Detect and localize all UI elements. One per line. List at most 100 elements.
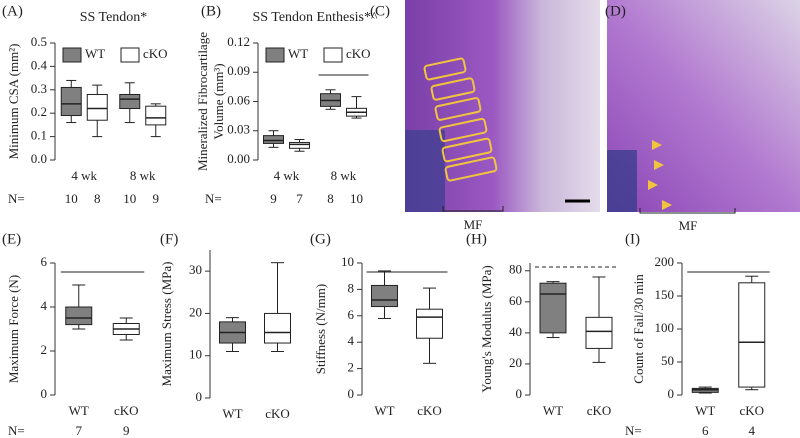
n-value: 4 (749, 423, 756, 438)
y-axis-label: Mineralized Fibrocartilage (195, 32, 210, 171)
legend-swatch (265, 47, 285, 63)
box (320, 89, 341, 110)
box (219, 317, 246, 352)
box (65, 284, 93, 330)
y-tick-label: 0.2 (31, 104, 47, 119)
box (263, 130, 284, 148)
panel-label: (A) (2, 3, 23, 19)
y-tick-label: 0.09 (227, 63, 250, 78)
annotation: MF (464, 217, 483, 232)
y-tick-label: 0.3 (31, 81, 47, 96)
y-tick-label: 2 (41, 342, 48, 357)
box (416, 287, 443, 364)
n-value: 10 (65, 191, 78, 206)
y-tick-label: 6 (348, 307, 355, 322)
legend-swatch (62, 47, 82, 63)
x-tick-label: 8 wk (331, 168, 357, 183)
box (585, 276, 613, 363)
box-body (119, 93, 141, 110)
x-tick-label: WT (222, 406, 242, 421)
y-axis-label: Minimum CSA (mm²) (6, 44, 21, 160)
n-label: N= (8, 423, 25, 438)
y-tick-label: 0.06 (227, 92, 250, 107)
box-body (539, 282, 567, 334)
box-body (263, 135, 284, 144)
box-body (86, 93, 108, 121)
legend-swatch (323, 47, 343, 63)
box-body (738, 282, 766, 388)
y-axis-label: Young's Modulus (MPa) (479, 265, 494, 392)
box-body (416, 308, 443, 339)
x-tick-label: 8 wk (130, 168, 156, 183)
chart-title: SS Tendon Enthesis*^ (252, 10, 378, 25)
n-value: 8 (94, 191, 101, 206)
y-tick-label: 0.03 (227, 122, 250, 137)
legend-label: WT (288, 46, 308, 61)
box (738, 275, 766, 391)
y-tick-label: 30 (189, 262, 202, 277)
y-tick-label: 0.1 (31, 128, 47, 143)
box-body (65, 306, 93, 326)
x-tick-label: 4 wk (274, 168, 300, 183)
y-axis-label: Volume (mm³) (211, 63, 226, 139)
box-body (264, 312, 291, 344)
panel-label: (G) (310, 231, 331, 247)
y-tick-label: 0.00 (227, 151, 250, 166)
x-tick-label: cKO (114, 403, 139, 418)
n-label: N= (625, 423, 642, 438)
y-tick-label: 0 (196, 389, 203, 404)
box (145, 103, 167, 138)
n-value: 6 (702, 423, 709, 438)
panel-label: (C) (370, 3, 390, 19)
n-value: 7 (76, 423, 83, 438)
x-tick-label: 4 wk (71, 168, 97, 183)
y-tick-label: 80 (509, 262, 522, 277)
box-body (145, 105, 167, 126)
legend-label: cKO (346, 46, 371, 61)
y-tick-label: 0.4 (31, 57, 48, 72)
n-value: 10 (350, 191, 363, 206)
y-axis-label: Stiffness (N/mm) (313, 284, 328, 374)
box (112, 317, 140, 341)
legend-label: WT (85, 46, 105, 61)
y-tick-label: 4 (41, 298, 48, 313)
x-tick-label: cKO (739, 403, 764, 418)
box (86, 84, 108, 138)
y-tick-label: 10 (341, 254, 354, 269)
y-tick-label: 200 (655, 254, 675, 269)
y-tick-label: 60 (509, 293, 522, 308)
panel-label: (F) (160, 231, 178, 247)
box (60, 79, 82, 124)
x-tick-label: cKO (417, 403, 442, 418)
n-value: 9 (123, 423, 130, 438)
annotation: MF (679, 218, 698, 233)
y-axis-label: Count of Fail/30 min (631, 274, 646, 384)
box-body (60, 86, 82, 117)
x-tick-label: cKO (587, 403, 612, 418)
legend-swatch (120, 47, 140, 63)
y-tick-label: 0.5 (31, 34, 47, 49)
n-value: 7 (296, 191, 303, 206)
legend-label: cKO (143, 46, 168, 61)
panel-label: (H) (466, 231, 487, 247)
x-tick-label: WT (543, 403, 563, 418)
y-tick-label: 20 (189, 304, 202, 319)
histology-d (607, 0, 800, 214)
y-tick-label: 100 (655, 320, 675, 335)
x-tick-label: WT (695, 403, 715, 418)
y-tick-label: 0 (348, 386, 355, 401)
y-tick-label: 0.12 (227, 34, 250, 49)
y-tick-label: 20 (509, 355, 522, 370)
y-tick-label: 10 (189, 347, 202, 362)
y-tick-label: 0.0 (31, 151, 47, 166)
y-tick-label: 4 (348, 333, 355, 348)
y-tick-label: 0 (516, 386, 523, 401)
n-value: 8 (327, 191, 334, 206)
x-tick-label: WT (69, 403, 89, 418)
y-tick-label: 40 (509, 324, 522, 339)
box (539, 281, 567, 339)
x-tick-label: cKO (265, 406, 290, 421)
chart-title: SS Tendon* (80, 10, 148, 25)
y-tick-label: 6 (41, 254, 48, 269)
panel-label: (B) (201, 3, 221, 19)
